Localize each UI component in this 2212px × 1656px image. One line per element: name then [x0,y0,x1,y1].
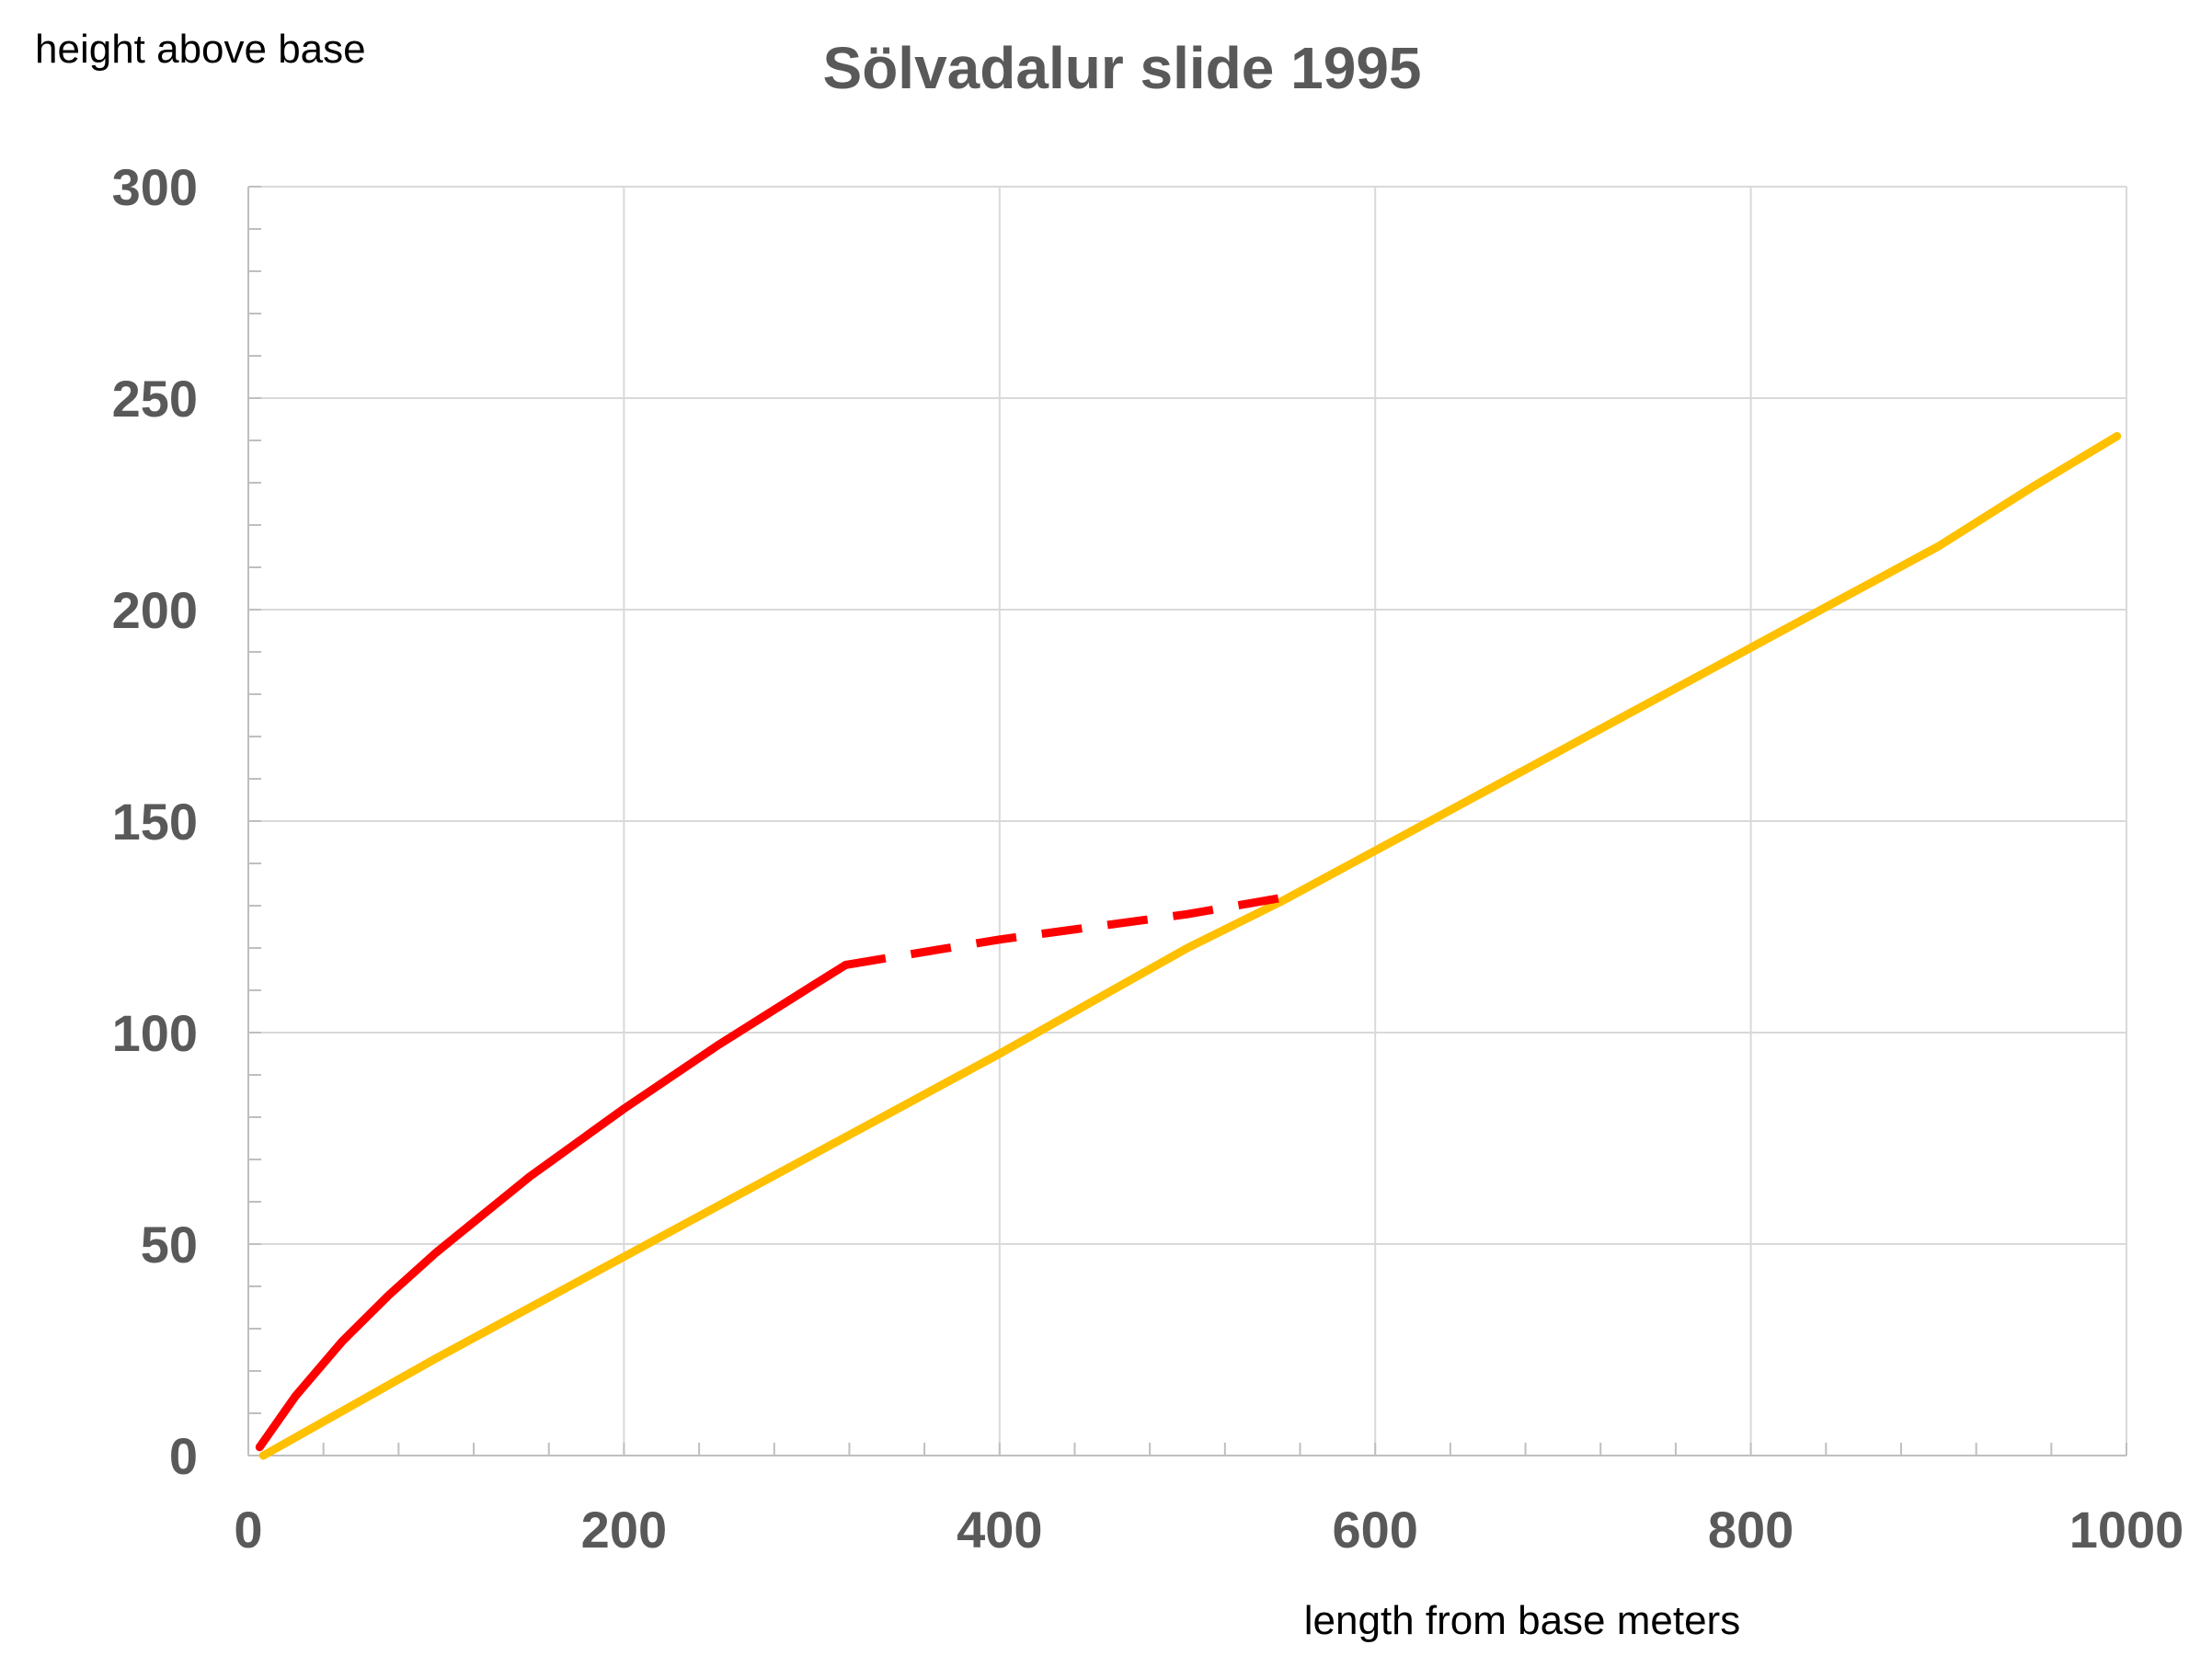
x-tick-label-4: 800 [1708,1501,1794,1559]
y-tick-label-0: 0 [169,1427,198,1485]
x-tick-label-2: 400 [957,1501,1042,1559]
y-tick-label-2: 100 [112,1004,198,1062]
y-tick-label-6: 300 [112,158,198,216]
x-tick-label-1: 200 [581,1501,667,1559]
x-axis-label: length from base meters [1304,1598,1740,1643]
y-tick-label-1: 50 [141,1216,198,1273]
y-axis-label: height above base [35,27,366,72]
series-line-2 [844,893,1286,969]
x-tick-label-3: 600 [1332,1501,1417,1559]
series-lines [255,431,2122,1460]
series-line-0 [258,431,2122,1460]
gridlines [247,186,2127,1456]
x-tick-label-0: 0 [234,1501,262,1559]
axes [247,186,2127,1456]
y-tick-label-4: 200 [112,581,198,639]
tick-labels: 0 50 100 150 200 250 300 0 200 400 600 800 1000 [112,158,2184,1559]
chart-title: Sölvadalur slide 1995 [823,35,1422,101]
series-line-1 [255,960,850,1452]
y-tick-label-5: 250 [112,370,198,428]
x-tick-label-5: 1000 [2069,1501,2184,1559]
y-tick-label-3: 150 [112,793,198,851]
